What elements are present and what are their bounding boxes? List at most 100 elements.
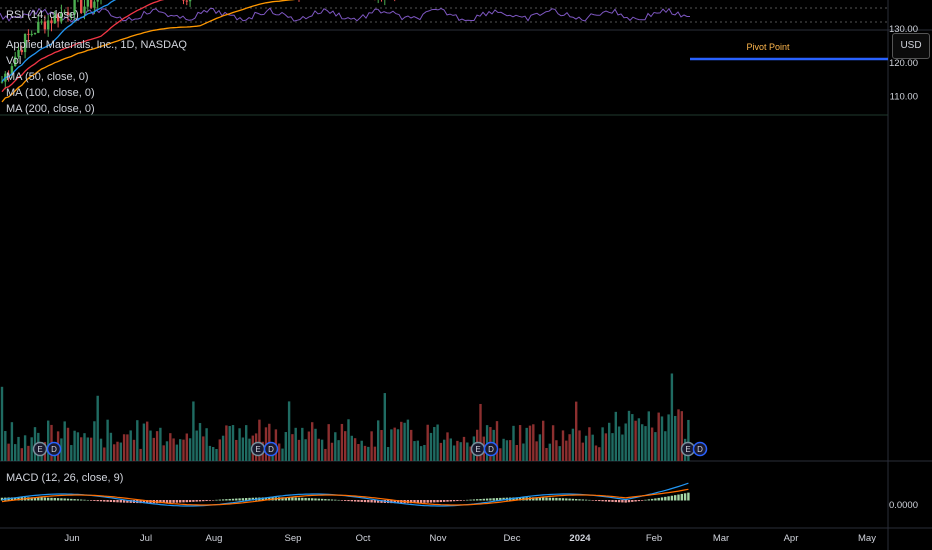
- volume-bar: [390, 429, 393, 461]
- volume-bar: [106, 419, 109, 461]
- macd-histogram-bar: [66, 498, 70, 501]
- candle-body: [182, 0, 185, 1]
- rsi-legend[interactable]: RSI (14, close): [6, 9, 79, 21]
- vol-legend[interactable]: Vol: [6, 55, 22, 67]
- macd-histogram-bar: [301, 497, 304, 501]
- candle-body: [83, 6, 86, 13]
- volume-bar: [594, 445, 598, 461]
- volume-bar: [548, 443, 551, 461]
- candle-body: [37, 21, 40, 33]
- volume-bar: [0, 386, 4, 461]
- macd-histogram-bar: [538, 497, 542, 501]
- macd-histogram-bar: [304, 497, 307, 501]
- volume-bar: [205, 428, 208, 461]
- volume-bar: [525, 427, 528, 461]
- macd-histogram-bar: [261, 497, 264, 501]
- macd-histogram-bar: [327, 499, 330, 501]
- volume-bar: [324, 448, 327, 461]
- volume-bar: [212, 446, 215, 461]
- macd-histogram-bar: [588, 499, 591, 501]
- volume-bar: [334, 432, 337, 461]
- volume-bar: [344, 431, 347, 461]
- volume-bar: [185, 433, 188, 461]
- volume-bar: [27, 445, 30, 461]
- volume-bar: [221, 435, 225, 461]
- volume-bar: [99, 438, 103, 461]
- macd-histogram-bar: [344, 500, 347, 501]
- volume-bar: [584, 435, 588, 461]
- candle-body: [10, 66, 14, 75]
- volume-bar: [327, 424, 330, 461]
- volume-bar: [116, 441, 119, 461]
- macd-histogram-bar: [83, 499, 86, 501]
- ma200-line: [1, 0, 296, 103]
- macd-histogram-bar: [545, 497, 548, 501]
- ma100-legend[interactable]: MA (100, close, 0): [6, 87, 95, 99]
- volume-bar: [311, 422, 314, 461]
- volume-bar: [245, 425, 248, 461]
- ma200-legend[interactable]: MA (200, close, 0): [6, 103, 95, 115]
- macd-histogram-bar: [456, 500, 459, 502]
- macd-histogram-bar: [215, 499, 218, 501]
- currency-button[interactable]: USD: [892, 33, 930, 59]
- volume-bar: [241, 437, 245, 461]
- macd-histogram-bar: [179, 500, 182, 503]
- macd-histogram-bar: [489, 498, 492, 501]
- macd-histogram-bar: [462, 500, 466, 501]
- macd-histogram-bar: [410, 500, 413, 504]
- macd-histogram-bar: [268, 497, 271, 501]
- volume-bar: [456, 440, 459, 461]
- macd-histogram-bar: [205, 500, 208, 501]
- volume-bar: [63, 421, 66, 461]
- y-tick-label: 110.00: [890, 92, 918, 103]
- macd-histogram-bar: [561, 498, 565, 501]
- macd-histogram-bar: [231, 498, 235, 501]
- macd-legend[interactable]: MACD (12, 26, close, 9): [6, 472, 124, 484]
- volume-bar: [228, 426, 231, 461]
- volume-bar: [631, 414, 634, 461]
- x-tick-label: Sep: [285, 533, 302, 544]
- macd-histogram-bar: [555, 497, 558, 501]
- volume-bar: [139, 448, 142, 461]
- macd-histogram-bar: [548, 497, 551, 501]
- volume-bar: [611, 433, 614, 461]
- candle-body: [56, 14, 60, 22]
- volume-bar: [555, 440, 558, 461]
- y-tick-label: 120.00: [889, 58, 918, 69]
- volume-bar: [687, 419, 690, 461]
- volume-bar: [680, 411, 683, 461]
- volume-bar: [627, 410, 631, 461]
- macd-histogram-bar: [30, 497, 33, 501]
- price-axis-ticks: 110.00120.00130.00140.00150.00160.00170.…: [889, 0, 918, 103]
- candle-body: [50, 20, 53, 24]
- macd-histogram-bar: [14, 497, 17, 501]
- macd-histogram-bar: [492, 498, 495, 501]
- macd-histogram-bar: [122, 500, 126, 503]
- volume-bar: [386, 447, 390, 461]
- symbol-title[interactable]: Applied Materials, Inc., 1D, NASDAQ: [6, 39, 187, 51]
- volume-bar: [410, 429, 413, 461]
- volume-bar: [528, 425, 532, 461]
- macd-histogram-bar: [119, 500, 122, 503]
- volume-bar: [294, 427, 297, 461]
- volume-bar: [192, 401, 195, 461]
- volume-bar: [624, 423, 627, 461]
- volume-bar: [47, 420, 50, 461]
- x-tick-label: 2024: [569, 533, 591, 544]
- candle-body: [30, 33, 33, 35]
- macd-histogram-bar: [251, 497, 254, 501]
- macd-tick-label: 0.0000: [889, 500, 918, 511]
- volume-bar: [571, 428, 575, 461]
- macd-histogram-bar: [63, 498, 66, 501]
- volume-bar: [459, 442, 462, 461]
- volume-bar: [591, 434, 594, 461]
- candle-body: [20, 50, 23, 53]
- ma50-legend[interactable]: MA (50, close, 0): [6, 71, 89, 83]
- time-axis-ticks: Jun Jul Aug Sep Oct Nov Dec 2024 Feb Mar Apr May: [64, 533, 876, 544]
- support-resistance-levels: Pivot Point1 Month HighSupport Point1 Mo…: [690, 42, 888, 61]
- x-tick-label: Apr: [784, 533, 799, 544]
- macd-histogram-bar: [683, 493, 687, 501]
- macd-histogram-bar: [502, 497, 505, 501]
